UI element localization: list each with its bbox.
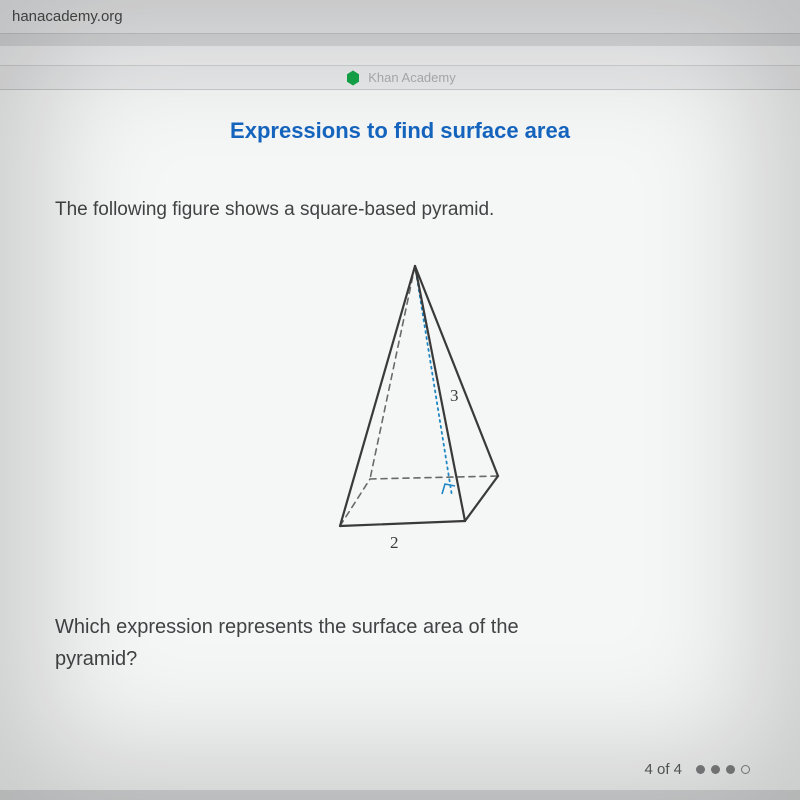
lesson-content: Expressions to find surface area The fol…: [0, 90, 800, 790]
pagination: 4 of 4: [644, 761, 750, 778]
lesson-title: Expressions to find surface area: [40, 118, 760, 144]
pagination-dot[interactable]: [696, 765, 705, 774]
pagination-text: 4 of 4: [644, 761, 682, 778]
pagination-dot[interactable]: [741, 765, 750, 774]
khan-logo-icon: [344, 69, 362, 87]
pagination-dot[interactable]: [711, 765, 720, 774]
pyramid-figure: 23: [270, 251, 530, 561]
browser-url-bar: hanacademy.org: [0, 0, 800, 34]
svg-text:2: 2: [390, 533, 399, 552]
site-name: Khan Academy: [368, 70, 455, 85]
question-line1: Which expression represents the surface …: [55, 616, 519, 638]
question-line2: pyramid?: [55, 648, 137, 670]
site-header: Khan Academy: [0, 66, 800, 90]
pagination-dot[interactable]: [726, 765, 735, 774]
pagination-dots: [696, 765, 750, 774]
problem-intro: The following figure shows a square-base…: [55, 199, 760, 221]
figure-container: 23: [40, 251, 760, 561]
url-text: hanacademy.org: [12, 8, 123, 25]
question-text: Which expression represents the surface …: [55, 611, 760, 675]
svg-text:3: 3: [450, 386, 459, 405]
header-spacer: [0, 46, 800, 66]
